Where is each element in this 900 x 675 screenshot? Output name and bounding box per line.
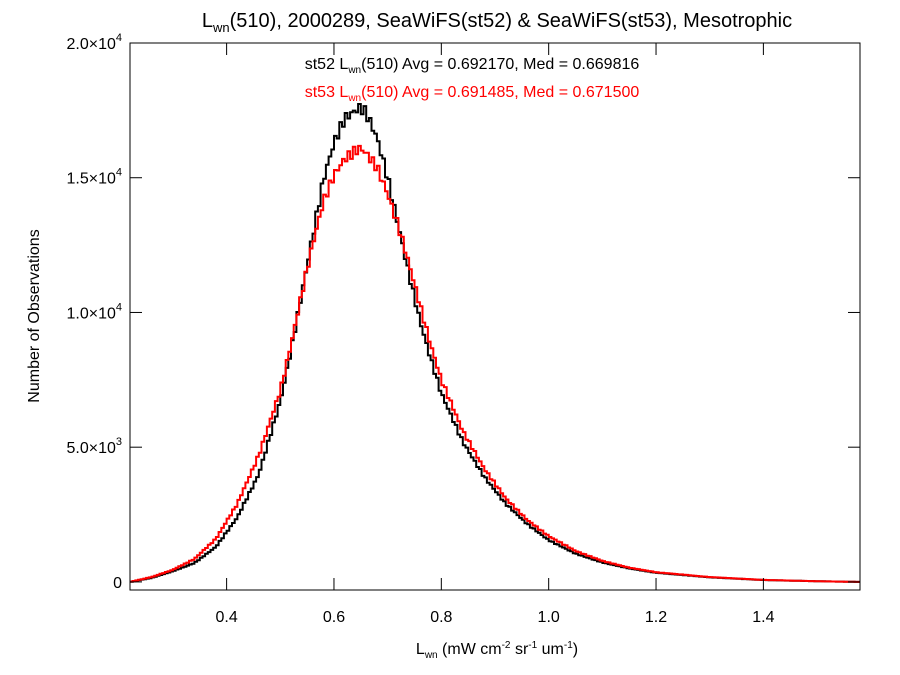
annotation-st53: st53 Lwn(510) Avg = 0.691485, Med = 0.67… bbox=[305, 84, 640, 104]
y-tick-label-1: 5.0×103 bbox=[66, 436, 122, 457]
x-tick-label-5: 1.4 bbox=[752, 609, 774, 626]
x-tick-label-1: 0.6 bbox=[323, 609, 345, 626]
x-axis-ticks: 0.4 0.6 0.8 1.0 1.2 1.4 bbox=[215, 43, 775, 626]
x-tick-label-3: 1.0 bbox=[538, 609, 560, 626]
x-tick-label-0: 0.4 bbox=[215, 609, 237, 626]
annotation-st52-pre: st52 L bbox=[305, 56, 349, 73]
chart-title: Lwn(510), 2000289, SeaWiFS(st52) & SeaWi… bbox=[202, 10, 792, 35]
x-tick-label-4: 1.2 bbox=[645, 609, 667, 626]
y-axis-label: Number of Observations bbox=[26, 229, 43, 402]
x-axis-label: Lwn (mW cm-2 sr-1 um-1) bbox=[416, 640, 578, 661]
y-tick-label-2: 1.0×104 bbox=[66, 301, 122, 322]
y-tick-label-4: 2.0×104 bbox=[66, 32, 122, 53]
x-axis-label-sup3: -1 bbox=[564, 640, 573, 651]
x-axis-label-sub: wn bbox=[424, 650, 438, 661]
x-axis-label-part3: um bbox=[537, 641, 564, 658]
y-tick-label-0: 0 bbox=[113, 575, 122, 592]
annotation-st52-post: (510) Avg = 0.692170, Med = 0.669816 bbox=[361, 56, 639, 73]
annotation-st53-pre: st53 L bbox=[305, 84, 349, 101]
x-axis-label-base: L bbox=[416, 641, 425, 658]
series-st52-histogram bbox=[130, 103, 860, 583]
annotation-st52-sub: wn bbox=[347, 65, 361, 76]
y-tick-label-3: 1.5×104 bbox=[66, 167, 122, 188]
x-axis-label-part4: ) bbox=[573, 641, 578, 658]
y-axis-ticks: 0 5.0×103 1.0×104 1.5×104 2.0×104 bbox=[66, 32, 860, 592]
x-axis-label-part1: (mW cm bbox=[438, 641, 502, 658]
series-group bbox=[130, 103, 860, 583]
chart-title-base: L bbox=[202, 10, 213, 32]
annotation-st53-sub: wn bbox=[347, 93, 361, 104]
series-st53-histogram bbox=[130, 144, 860, 583]
x-axis-label-sup1: -2 bbox=[502, 640, 511, 651]
annotation-st52: st52 Lwn(510) Avg = 0.692170, Med = 0.66… bbox=[305, 56, 640, 76]
x-axis-label-part2: sr bbox=[511, 641, 529, 658]
chart-title-sub: wn bbox=[212, 20, 230, 35]
annotation-st53-post: (510) Avg = 0.691485, Med = 0.671500 bbox=[361, 84, 639, 101]
plot-frame bbox=[129, 42, 861, 591]
x-tick-label-2: 0.8 bbox=[430, 609, 452, 626]
chart-title-rest: (510), 2000289, SeaWiFS(st52) & SeaWiFS(… bbox=[230, 10, 792, 32]
x-axis-label-sup2: -1 bbox=[528, 640, 537, 651]
